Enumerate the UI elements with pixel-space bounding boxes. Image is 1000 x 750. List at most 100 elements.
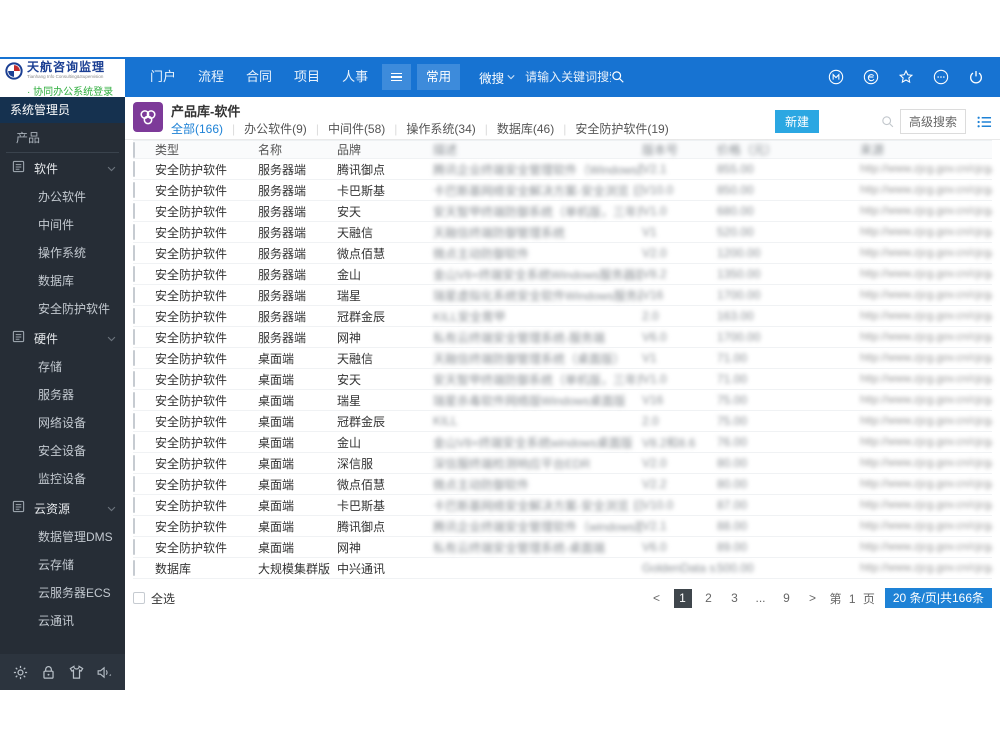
sidebar-item-2-2[interactable]: 服务器 xyxy=(38,388,75,402)
page-size-badge[interactable]: 20 条/页|共166条 xyxy=(884,588,992,608)
nav-item-5[interactable]: 人事 xyxy=(342,69,369,84)
select-all-checkbox[interactable] xyxy=(133,592,145,604)
row-checkbox[interactable] xyxy=(133,392,135,408)
sidebar-item-1-2[interactable]: 中间件 xyxy=(38,218,75,232)
row-checkbox[interactable] xyxy=(133,413,135,429)
enterprise-e-icon[interactable] xyxy=(863,69,879,85)
row-checkbox[interactable] xyxy=(133,266,135,282)
nav-tab-frequent[interactable]: 常用 xyxy=(417,64,461,90)
nav-item-4[interactable]: 项目 xyxy=(294,69,321,84)
sidebar-section-product[interactable]: 产品 xyxy=(6,123,119,153)
sidebar-group-3[interactable]: 云资源 xyxy=(0,493,125,523)
volume-icon[interactable] xyxy=(96,664,113,681)
prev-page-button[interactable]: < xyxy=(652,590,660,605)
sidebar-item-1-5[interactable]: 安全防护软件 xyxy=(38,302,111,316)
row-checkbox[interactable] xyxy=(133,539,135,555)
more-icon[interactable] xyxy=(933,69,949,85)
search-scope-dropdown[interactable]: 微搜 xyxy=(479,68,515,87)
cell-名称: 桌面端 xyxy=(258,351,295,366)
cell-价格（元）: 1700.00 xyxy=(717,288,761,302)
cell-描述: 瑞星虚拟化系统安全软件Windows服务器版 xyxy=(433,288,642,303)
tab-4[interactable]: 操作系统(34) xyxy=(385,120,475,137)
cell-类型: 安全防护软件 xyxy=(155,540,228,555)
page-button-2[interactable]: 2 xyxy=(705,590,712,605)
row-checkbox[interactable] xyxy=(133,182,135,198)
cell-品牌: 深信服 xyxy=(337,456,374,471)
settings-gear-icon[interactable] xyxy=(12,664,29,681)
table-row: 安全防护软件 服务器端 瑞星 瑞星虚拟化系统安全软件Windows服务器版 V16 170… xyxy=(133,285,992,306)
cell-版本号: V16 xyxy=(642,288,664,302)
company-name-en: Tianhang Info Consulting&Supervision xyxy=(27,74,104,80)
row-checkbox[interactable] xyxy=(133,371,135,387)
sidebar-item-1-4[interactable]: 数据库 xyxy=(38,274,75,288)
row-checkbox[interactable] xyxy=(133,329,135,345)
favorite-star-icon[interactable] xyxy=(898,69,914,85)
row-checkbox[interactable] xyxy=(133,287,135,303)
sidebar-item-1-1[interactable]: 办公软件 xyxy=(38,190,87,204)
sidebar-group-2[interactable]: 硬件 xyxy=(0,323,125,353)
chevron-down-icon[interactable] xyxy=(107,501,116,515)
cell-版本号: V2.1 xyxy=(642,162,667,176)
advanced-search-button[interactable]: 高级搜索 xyxy=(899,109,966,134)
cell-价格（元）: 163.00 xyxy=(717,309,754,323)
tab-2[interactable]: 办公软件(9) xyxy=(223,120,307,137)
sidebar-item-2-3[interactable]: 网络设备 xyxy=(38,416,87,430)
cell-版本号: V2.0 xyxy=(642,456,667,470)
sidebar-item-3-1[interactable]: 数据管理DMS xyxy=(38,530,113,544)
tab-1[interactable]: 全部(166) xyxy=(171,122,224,136)
row-checkbox[interactable] xyxy=(133,245,135,261)
new-button[interactable]: 新建 xyxy=(774,110,819,133)
cell-类型: 安全防护软件 xyxy=(155,393,228,408)
select-all[interactable]: 全选 xyxy=(133,590,175,607)
row-checkbox[interactable] xyxy=(133,476,135,492)
table-search-field[interactable] xyxy=(829,115,895,129)
nav-item-1[interactable]: 门户 xyxy=(150,69,177,84)
row-checkbox[interactable] xyxy=(133,203,135,219)
nav-item-2[interactable]: 流程 xyxy=(198,69,225,84)
chevron-down-icon[interactable] xyxy=(107,161,116,175)
power-icon[interactable] xyxy=(968,69,984,85)
cell-描述: 微点主动防御软件 xyxy=(433,477,530,492)
tab-5[interactable]: 数据库(46) xyxy=(476,120,554,137)
sidebar-item-2-4[interactable]: 安全设备 xyxy=(38,444,87,458)
row-checkbox[interactable] xyxy=(133,497,135,513)
next-page-button[interactable]: > xyxy=(808,590,816,605)
theme-shirt-icon[interactable] xyxy=(68,664,85,681)
menu-hamburger-icon[interactable] xyxy=(382,64,412,90)
list-view-icon[interactable] xyxy=(977,115,992,129)
table-header-row: 类型 名称 品牌 描述 版本号 价格（元） 来源 xyxy=(133,140,992,159)
sidebar-item-3-3[interactable]: 云服务器ECS xyxy=(38,586,111,600)
oa-login-link[interactable]: · 协同办公系统登录 xyxy=(27,87,114,98)
lock-icon[interactable] xyxy=(40,664,57,681)
sidebar-item-3-2[interactable]: 云存储 xyxy=(38,558,75,572)
page-button-3[interactable]: 3 xyxy=(731,590,738,605)
sidebar-item-1-3[interactable]: 操作系统 xyxy=(38,246,87,260)
tab-3[interactable]: 中间件(58) xyxy=(307,120,385,137)
role-header[interactable]: 系统管理员 xyxy=(0,97,125,123)
global-search-input[interactable] xyxy=(525,70,612,84)
nav-item-3[interactable]: 合同 xyxy=(246,69,273,84)
row-checkbox[interactable] xyxy=(133,350,135,366)
sidebar-group-1[interactable]: 软件 xyxy=(0,153,125,183)
chevron-down-icon[interactable] xyxy=(107,331,116,345)
row-checkbox[interactable] xyxy=(133,224,135,240)
row-checkbox[interactable] xyxy=(133,518,135,534)
sidebar-item-2-1[interactable]: 存储 xyxy=(38,360,63,374)
message-m-icon[interactable] xyxy=(828,69,844,85)
row-checkbox[interactable] xyxy=(133,455,135,471)
cell-版本号: V10.0 xyxy=(642,498,674,512)
sidebar-group-label: 云资源 xyxy=(34,501,71,516)
page-button-1[interactable]: 1 xyxy=(673,588,692,608)
cell-品牌: 微点佰慧 xyxy=(337,477,386,492)
cell-类型: 安全防护软件 xyxy=(155,225,228,240)
header-checkbox[interactable] xyxy=(133,141,135,158)
row-checkbox[interactable] xyxy=(133,161,135,177)
page-button-9[interactable]: 9 xyxy=(783,590,790,605)
sidebar-item-2-5[interactable]: 监控设备 xyxy=(38,472,87,486)
cell-名称: 桌面端 xyxy=(258,498,295,513)
row-checkbox[interactable] xyxy=(133,434,135,450)
row-checkbox[interactable] xyxy=(133,308,135,324)
sidebar-item-3-4[interactable]: 云通讯 xyxy=(38,614,75,628)
tab-6[interactable]: 安全防护软件(19) xyxy=(554,120,668,137)
row-checkbox[interactable] xyxy=(133,560,135,576)
